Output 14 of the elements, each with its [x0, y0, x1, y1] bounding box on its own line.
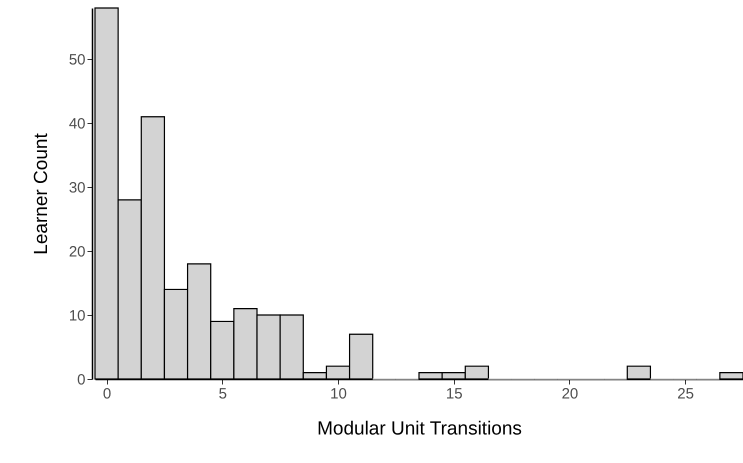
x-axis-title: Modular Unit Transitions [317, 418, 522, 440]
x-tick-label: 20 [562, 386, 578, 402]
y-tick-label: 0 [77, 372, 86, 388]
y-tick-label: 10 [68, 308, 86, 325]
x-tick-label: 5 [218, 386, 227, 402]
x-tick-label: 10 [330, 386, 347, 402]
y-tick-label: 30 [68, 180, 86, 197]
y-tick-label: 50 [68, 52, 86, 69]
x-tick-label: 15 [446, 386, 463, 402]
x-tick-label: 25 [677, 386, 694, 402]
y-tick-label: 20 [68, 244, 86, 261]
y-axis-title: Learner Count [30, 132, 52, 255]
y-tick-label: 40 [68, 116, 86, 133]
x-tick-label: 0 [102, 386, 112, 402]
